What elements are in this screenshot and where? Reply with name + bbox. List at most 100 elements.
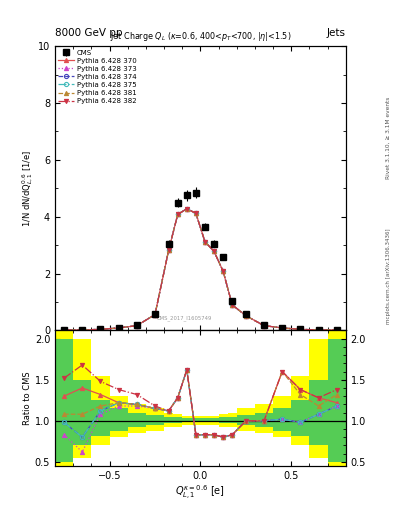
Pythia 6.428 381	[166, 247, 171, 253]
Pythia 6.428 375	[244, 313, 248, 319]
Pythia 6.428 382	[166, 247, 171, 253]
Pythia 6.428 370	[298, 326, 303, 332]
Pythia 6.428 375	[334, 327, 339, 333]
Pythia 6.428 374	[98, 326, 103, 332]
Pythia 6.428 374	[134, 323, 139, 329]
Pythia 6.428 382	[80, 327, 84, 333]
Pythia 6.428 381	[244, 313, 248, 319]
Pythia 6.428 375	[193, 210, 198, 217]
Pythia 6.428 370	[203, 239, 208, 245]
Pythia 6.428 375	[62, 327, 66, 333]
Pythia 6.428 373	[221, 268, 226, 274]
Pythia 6.428 373	[244, 313, 248, 319]
Pythia 6.428 374	[62, 327, 66, 333]
Line: Pythia 6.428 374: Pythia 6.428 374	[62, 207, 339, 332]
Pythia 6.428 370	[134, 323, 139, 329]
Line: Pythia 6.428 381: Pythia 6.428 381	[62, 207, 339, 332]
Pythia 6.428 373	[184, 206, 189, 212]
Pythia 6.428 375	[298, 326, 303, 332]
Pythia 6.428 381	[175, 211, 180, 218]
Pythia 6.428 381	[334, 327, 339, 333]
Pythia 6.428 373	[193, 210, 198, 217]
Line: Pythia 6.428 373: Pythia 6.428 373	[62, 207, 339, 332]
Pythia 6.428 382	[316, 327, 321, 333]
Pythia 6.428 370	[230, 302, 235, 308]
Pythia 6.428 381	[280, 325, 285, 331]
Pythia 6.428 370	[152, 311, 157, 317]
Pythia 6.428 375	[116, 325, 121, 331]
Line: Pythia 6.428 370: Pythia 6.428 370	[62, 207, 339, 332]
Pythia 6.428 373	[203, 239, 208, 245]
Pythia 6.428 370	[334, 327, 339, 333]
Pythia 6.428 375	[316, 327, 321, 333]
Pythia 6.428 375	[184, 206, 189, 212]
Pythia 6.428 382	[298, 326, 303, 332]
Pythia 6.428 375	[152, 311, 157, 317]
Text: 8000 GeV pp: 8000 GeV pp	[55, 28, 123, 38]
Pythia 6.428 381	[262, 323, 266, 329]
Y-axis label: 1/N dN/dQ$_{L,1}^{0.6}$ [1/e]: 1/N dN/dQ$_{L,1}^{0.6}$ [1/e]	[20, 150, 35, 227]
Pythia 6.428 373	[98, 326, 103, 332]
Text: Jet Charge $Q_L$ ($\kappa$=0.6, 400<$p_T$<700, |$\eta$|<1.5): Jet Charge $Q_L$ ($\kappa$=0.6, 400<$p_T…	[110, 30, 291, 43]
Pythia 6.428 382	[334, 327, 339, 333]
Pythia 6.428 373	[316, 327, 321, 333]
Pythia 6.428 374	[316, 327, 321, 333]
Pythia 6.428 381	[152, 311, 157, 317]
Pythia 6.428 381	[203, 239, 208, 245]
Pythia 6.428 374	[203, 239, 208, 245]
Pythia 6.428 370	[193, 210, 198, 217]
Pythia 6.428 381	[116, 325, 121, 331]
Line: Pythia 6.428 375: Pythia 6.428 375	[62, 207, 339, 332]
Pythia 6.428 375	[175, 211, 180, 218]
Pythia 6.428 381	[62, 327, 66, 333]
Pythia 6.428 375	[98, 326, 103, 332]
Pythia 6.428 375	[166, 247, 171, 253]
Pythia 6.428 373	[298, 326, 303, 332]
Pythia 6.428 370	[62, 327, 66, 333]
Pythia 6.428 375	[230, 302, 235, 308]
Pythia 6.428 373	[334, 327, 339, 333]
Pythia 6.428 374	[298, 326, 303, 332]
Pythia 6.428 375	[134, 323, 139, 329]
Pythia 6.428 373	[152, 311, 157, 317]
Pythia 6.428 370	[116, 325, 121, 331]
Pythia 6.428 375	[262, 323, 266, 329]
Pythia 6.428 381	[193, 210, 198, 217]
Pythia 6.428 374	[166, 247, 171, 253]
Line: Pythia 6.428 382: Pythia 6.428 382	[62, 207, 339, 332]
Text: Jets: Jets	[327, 28, 346, 38]
Pythia 6.428 375	[221, 268, 226, 274]
Pythia 6.428 375	[212, 248, 217, 254]
Pythia 6.428 375	[203, 239, 208, 245]
Pythia 6.428 374	[184, 206, 189, 212]
Pythia 6.428 370	[244, 313, 248, 319]
Pythia 6.428 373	[262, 323, 266, 329]
Pythia 6.428 374	[175, 211, 180, 218]
Pythia 6.428 370	[212, 248, 217, 254]
Pythia 6.428 374	[244, 313, 248, 319]
Pythia 6.428 370	[221, 268, 226, 274]
Pythia 6.428 370	[166, 247, 171, 253]
Pythia 6.428 370	[184, 206, 189, 212]
Pythia 6.428 382	[244, 313, 248, 319]
Pythia 6.428 375	[80, 327, 84, 333]
Pythia 6.428 370	[80, 327, 84, 333]
X-axis label: $Q_{L,1}^{\kappa=0.6}$ [e]: $Q_{L,1}^{\kappa=0.6}$ [e]	[175, 483, 226, 502]
Pythia 6.428 382	[62, 327, 66, 333]
Pythia 6.428 382	[116, 325, 121, 331]
Pythia 6.428 382	[203, 239, 208, 245]
Pythia 6.428 374	[334, 327, 339, 333]
Pythia 6.428 374	[80, 327, 84, 333]
Pythia 6.428 382	[212, 248, 217, 254]
Pythia 6.428 374	[221, 268, 226, 274]
Pythia 6.428 382	[175, 211, 180, 218]
Pythia 6.428 374	[280, 325, 285, 331]
Pythia 6.428 373	[134, 323, 139, 329]
Text: mcplots.cern.ch [arXiv:1306.3436]: mcplots.cern.ch [arXiv:1306.3436]	[386, 229, 391, 324]
Pythia 6.428 373	[116, 325, 121, 331]
Pythia 6.428 382	[193, 210, 198, 217]
Text: Rivet 3.1.10, ≥ 3.1M events: Rivet 3.1.10, ≥ 3.1M events	[386, 97, 391, 179]
Pythia 6.428 373	[212, 248, 217, 254]
Pythia 6.428 381	[212, 248, 217, 254]
Text: CMS_2017_I1605749: CMS_2017_I1605749	[157, 315, 212, 321]
